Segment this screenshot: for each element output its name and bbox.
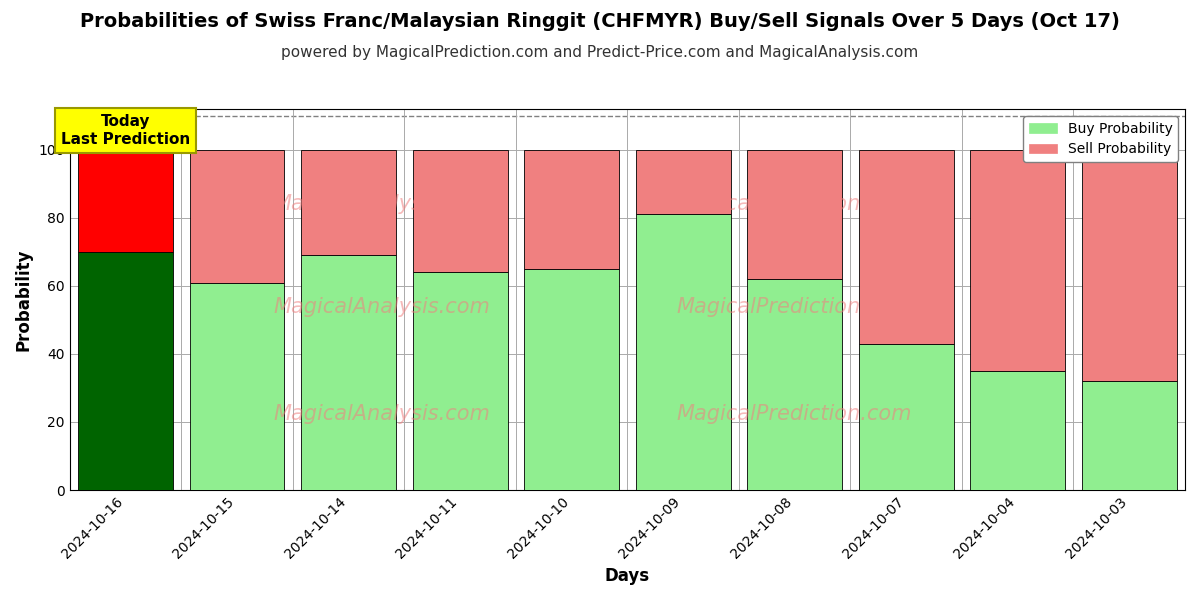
Bar: [859, 344, 954, 490]
Text: Today
Last Prediction: Today Last Prediction: [61, 114, 190, 146]
Bar: [1082, 381, 1177, 490]
Bar: [636, 150, 731, 214]
Text: MagicalPrediction.com: MagicalPrediction.com: [677, 297, 912, 317]
Text: MagicalAnalysis.com: MagicalAnalysis.com: [274, 194, 491, 214]
Text: MagicalPrediction.com: MagicalPrediction.com: [677, 194, 912, 214]
Bar: [971, 150, 1066, 371]
Text: MagicalPrediction.com: MagicalPrediction.com: [677, 404, 912, 424]
Bar: [636, 214, 731, 490]
Bar: [748, 279, 842, 490]
Bar: [524, 269, 619, 490]
Bar: [413, 272, 508, 490]
Bar: [301, 255, 396, 490]
Legend: Buy Probability, Sell Probability: Buy Probability, Sell Probability: [1024, 116, 1178, 162]
Bar: [78, 150, 173, 252]
Bar: [190, 150, 284, 283]
Bar: [301, 150, 396, 255]
Y-axis label: Probability: Probability: [14, 248, 34, 351]
Bar: [1082, 150, 1177, 381]
Bar: [190, 283, 284, 490]
Bar: [413, 150, 508, 272]
X-axis label: Days: Days: [605, 567, 650, 585]
Text: powered by MagicalPrediction.com and Predict-Price.com and MagicalAnalysis.com: powered by MagicalPrediction.com and Pre…: [281, 45, 919, 60]
Bar: [859, 150, 954, 344]
Bar: [748, 150, 842, 279]
Text: MagicalAnalysis.com: MagicalAnalysis.com: [274, 404, 491, 424]
Bar: [524, 150, 619, 269]
Bar: [78, 252, 173, 490]
Bar: [971, 371, 1066, 490]
Text: MagicalAnalysis.com: MagicalAnalysis.com: [274, 297, 491, 317]
Text: Probabilities of Swiss Franc/Malaysian Ringgit (CHFMYR) Buy/Sell Signals Over 5 : Probabilities of Swiss Franc/Malaysian R…: [80, 12, 1120, 31]
